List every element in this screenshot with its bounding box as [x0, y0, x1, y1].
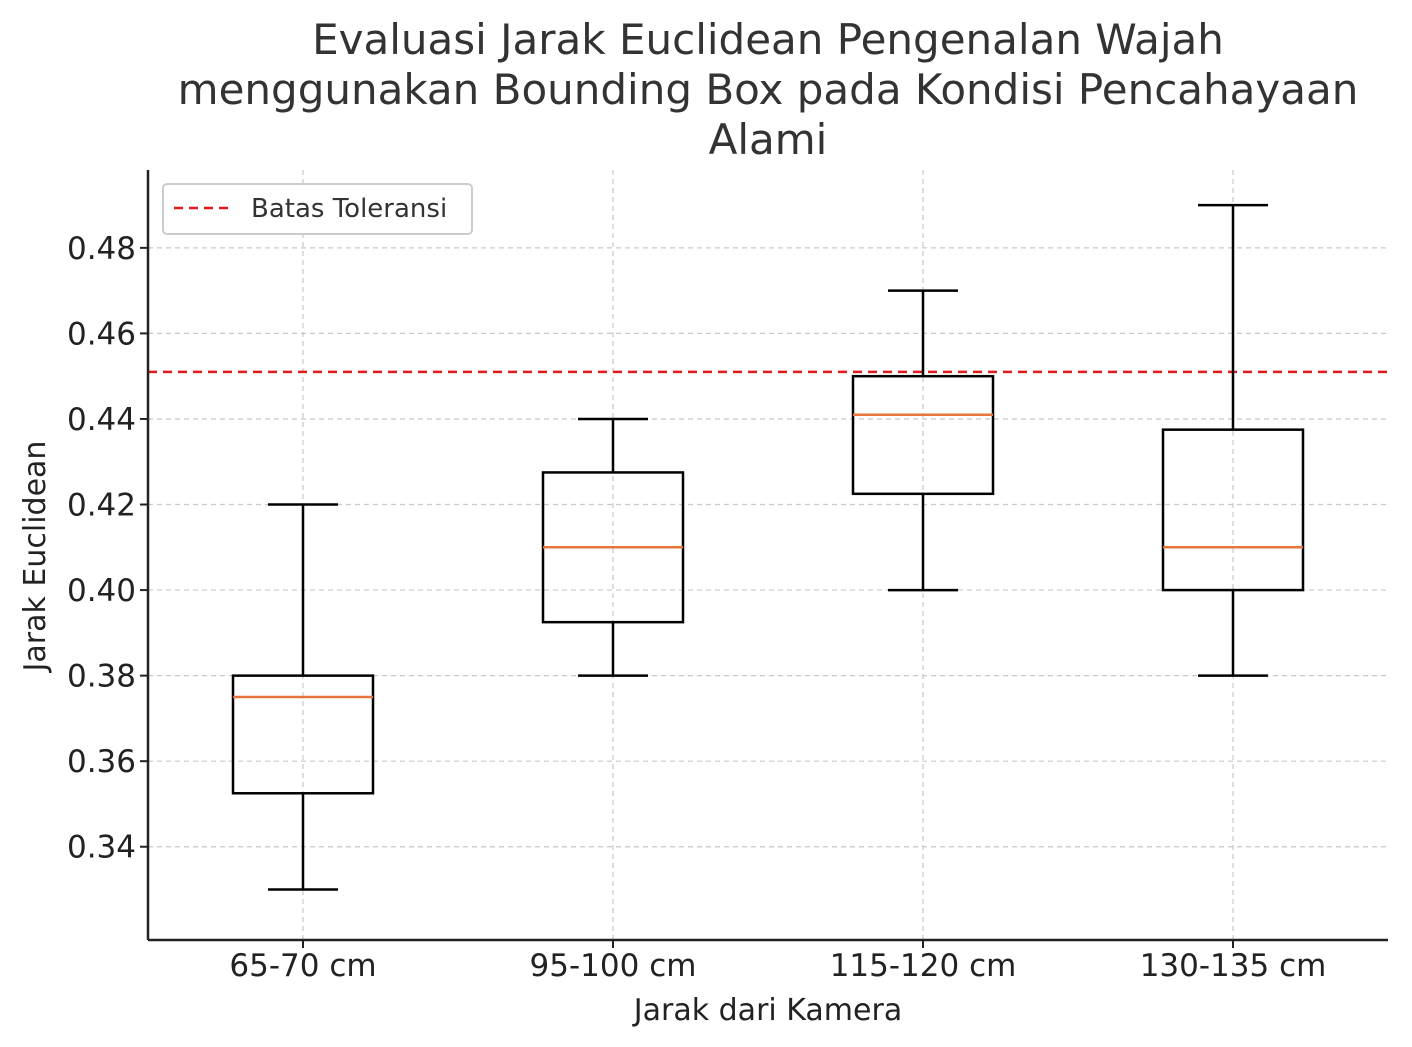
y-tick-label: 0.44: [67, 402, 136, 438]
boxes: [231, 203, 1305, 891]
y-tick-label: 0.36: [67, 744, 136, 780]
box-4: [1161, 203, 1305, 677]
legend-label: Batas Toleransi: [251, 194, 447, 224]
axes: [146, 170, 1388, 942]
box-2: [541, 417, 685, 677]
y-tick-label: 0.48: [67, 231, 136, 267]
x-tick-label: 95-100 cm: [530, 948, 697, 984]
y-axis-label: Jarak Euclidean: [18, 441, 53, 674]
chart-title-line: Evaluasi Jarak Euclidean Pengenalan Waja…: [312, 15, 1224, 64]
box-body: [231, 674, 375, 795]
x-axis-label: Jarak dari Kamera: [632, 993, 902, 1028]
legend: Batas Toleransi: [162, 183, 473, 235]
box-3: [851, 289, 995, 592]
grid: [148, 170, 1388, 940]
x-tick-label: 115-120 cm: [830, 948, 1017, 984]
chart-title-line: menggunakan Bounding Box pada Kondisi Pe…: [178, 65, 1359, 114]
chart-title-line: Alami: [709, 115, 828, 164]
box-1: [231, 503, 375, 891]
box-body: [851, 374, 995, 496]
y-tick-label: 0.46: [67, 316, 136, 352]
x-tick-label: 65-70 cm: [229, 948, 376, 984]
y-tick-label: 0.34: [67, 830, 136, 866]
y-tick-label: 0.42: [67, 488, 136, 524]
y-tick-label: 0.38: [67, 659, 136, 695]
chart-title: Evaluasi Jarak Euclidean Pengenalan Waja…: [178, 15, 1359, 164]
legend-frame: [162, 183, 473, 235]
x-tick-label: 130-135 cm: [1140, 948, 1327, 984]
y-tick-label: 0.40: [67, 573, 136, 609]
box-body: [1161, 428, 1305, 592]
ticks: 0.34 0.36 0.38 0.40 0.42 0.44 0.46 0.48 65-70 cm…: [67, 231, 1326, 984]
